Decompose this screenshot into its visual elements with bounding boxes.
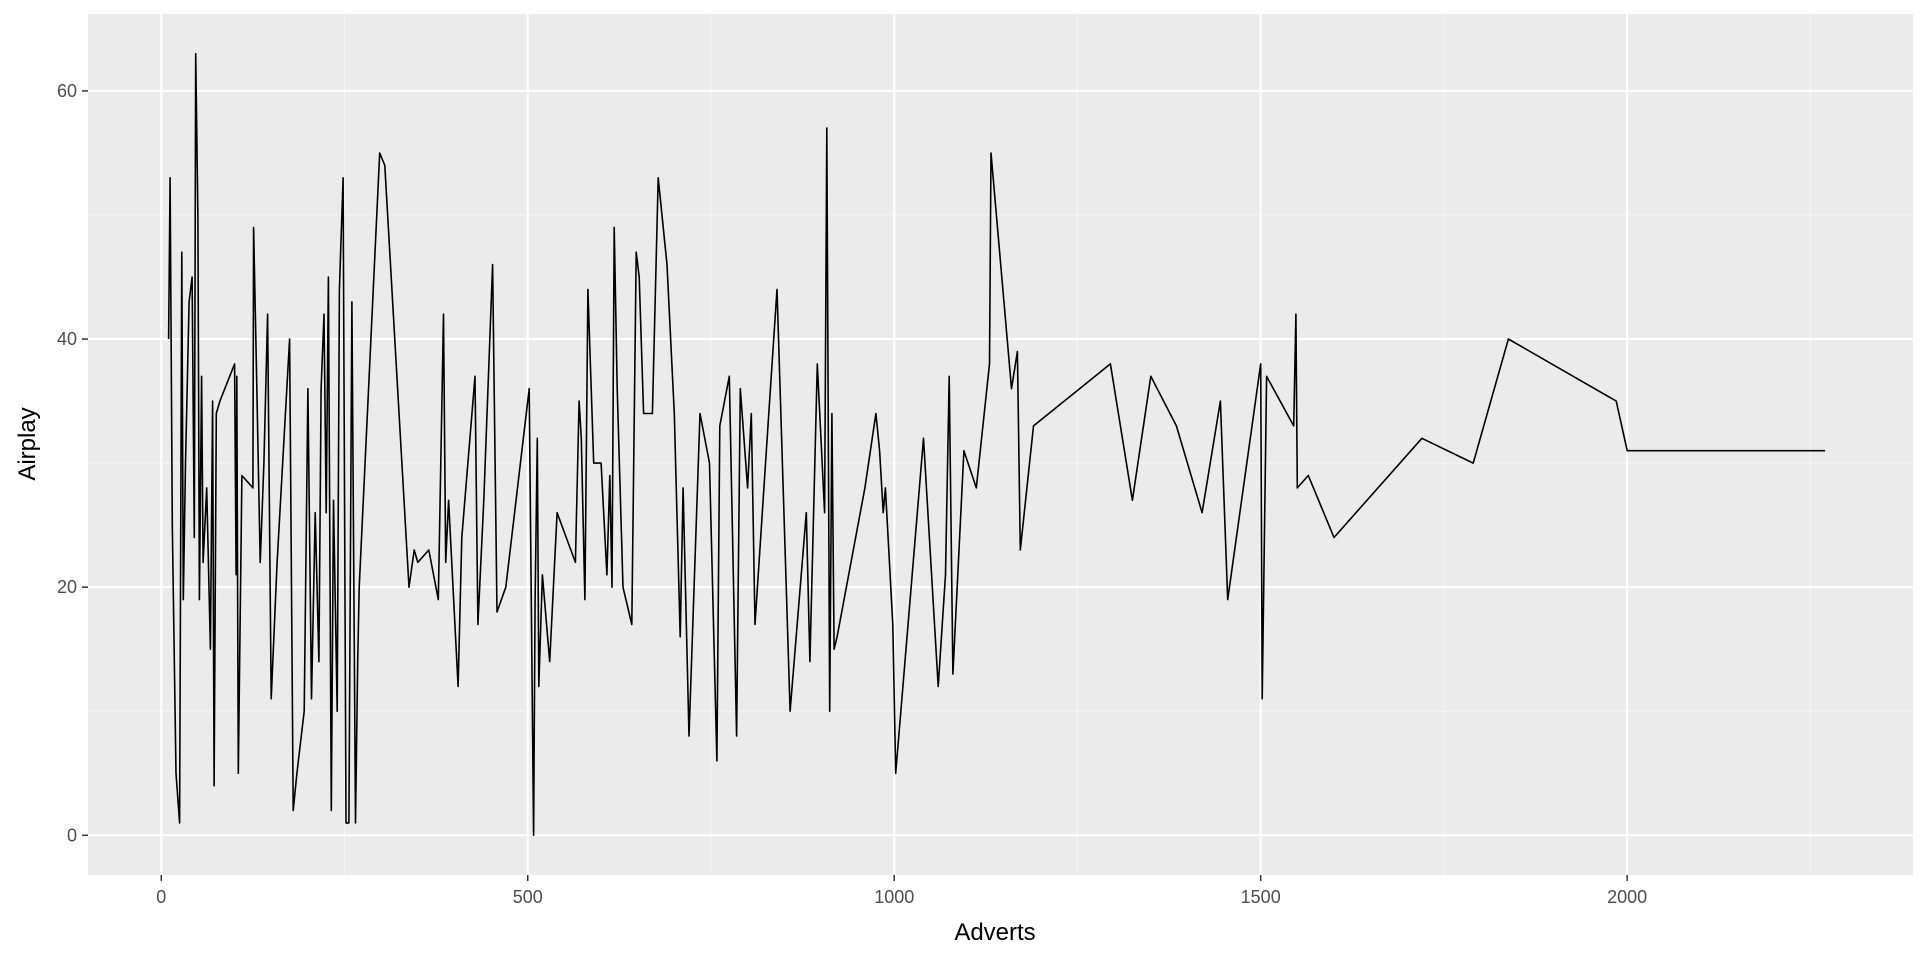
x-tick-label: 2000 [1607,887,1647,907]
y-tick-label: 40 [57,329,77,349]
x-axis-title: Adverts [954,919,1035,946]
y-tick-label: 0 [67,825,77,845]
x-tick-label: 1500 [1241,887,1281,907]
x-tick-label: 1000 [874,887,914,907]
series-line [167,52,1825,837]
y-tick-label: 60 [57,81,77,101]
y-tick-label: 20 [57,577,77,597]
x-axis-ticks: 0 500 1000 1500 2000 [156,875,1647,907]
minor-grid [88,14,1913,875]
x-tick-label: 500 [513,887,543,907]
plot-panel [88,14,1913,875]
y-axis-title: Airplay [14,407,41,480]
y-axis-ticks: 0 20 40 60 [57,81,88,845]
major-grid [88,14,1913,875]
x-tick-label: 0 [156,887,166,907]
